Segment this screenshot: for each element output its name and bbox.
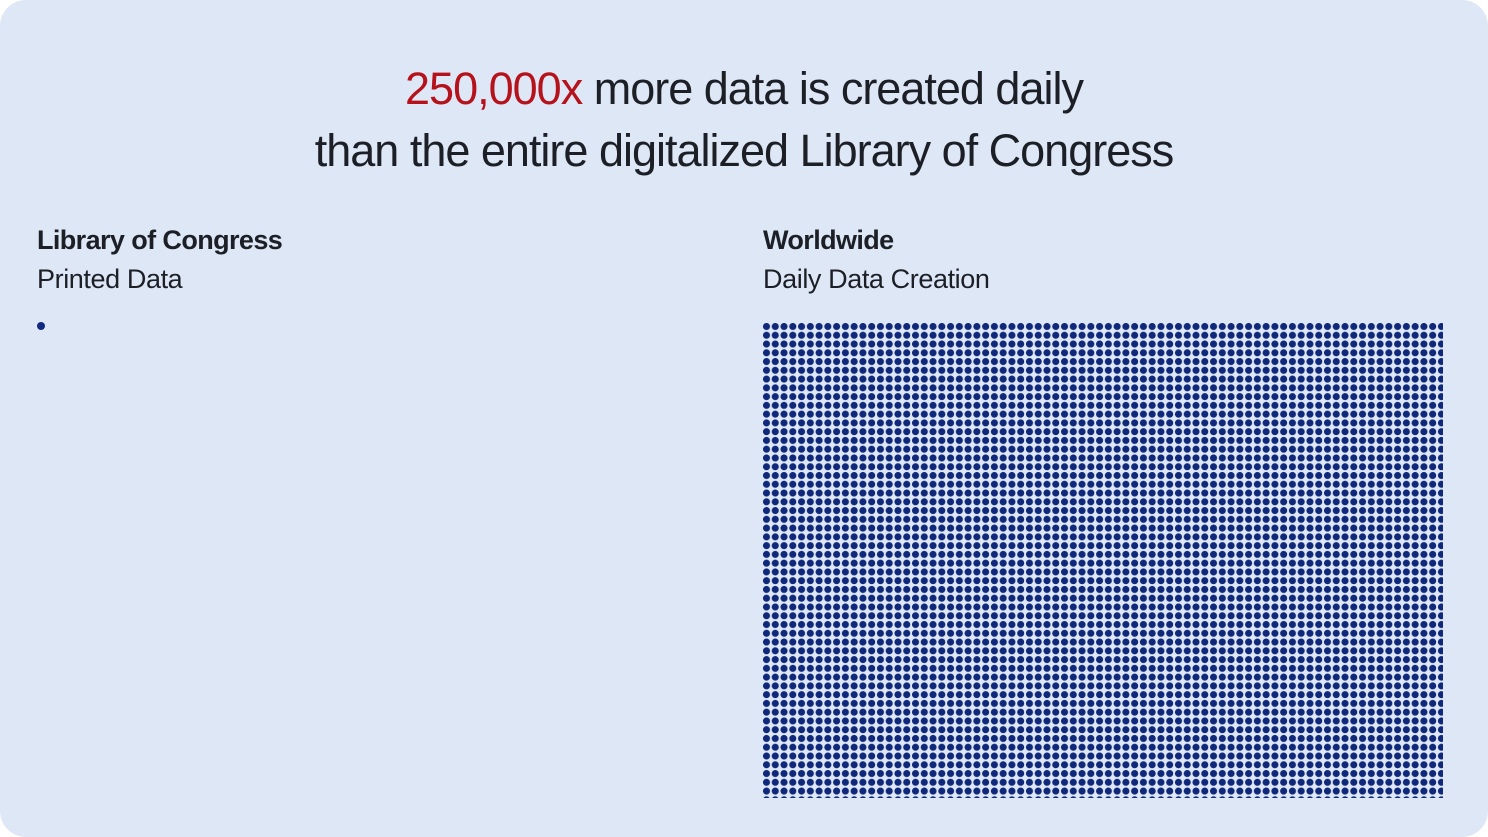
worldwide-subtitle: Daily Data Creation <box>763 264 990 294</box>
worldwide-dot-grid <box>763 323 1443 798</box>
worldwide-title: Worldwide <box>763 225 894 255</box>
headline-line1-text: more data is created daily <box>582 63 1084 114</box>
library-of-congress-title: Library of Congress <box>37 225 283 255</box>
headline-multiplier: 250,000x <box>405 63 583 114</box>
headline: 250,000x more data is created daily than… <box>0 58 1488 182</box>
library-single-dot <box>37 322 45 330</box>
headline-line2-text: than the entire digitalized Library of C… <box>314 125 1175 176</box>
library-of-congress-subtitle: Printed Data <box>37 264 183 294</box>
